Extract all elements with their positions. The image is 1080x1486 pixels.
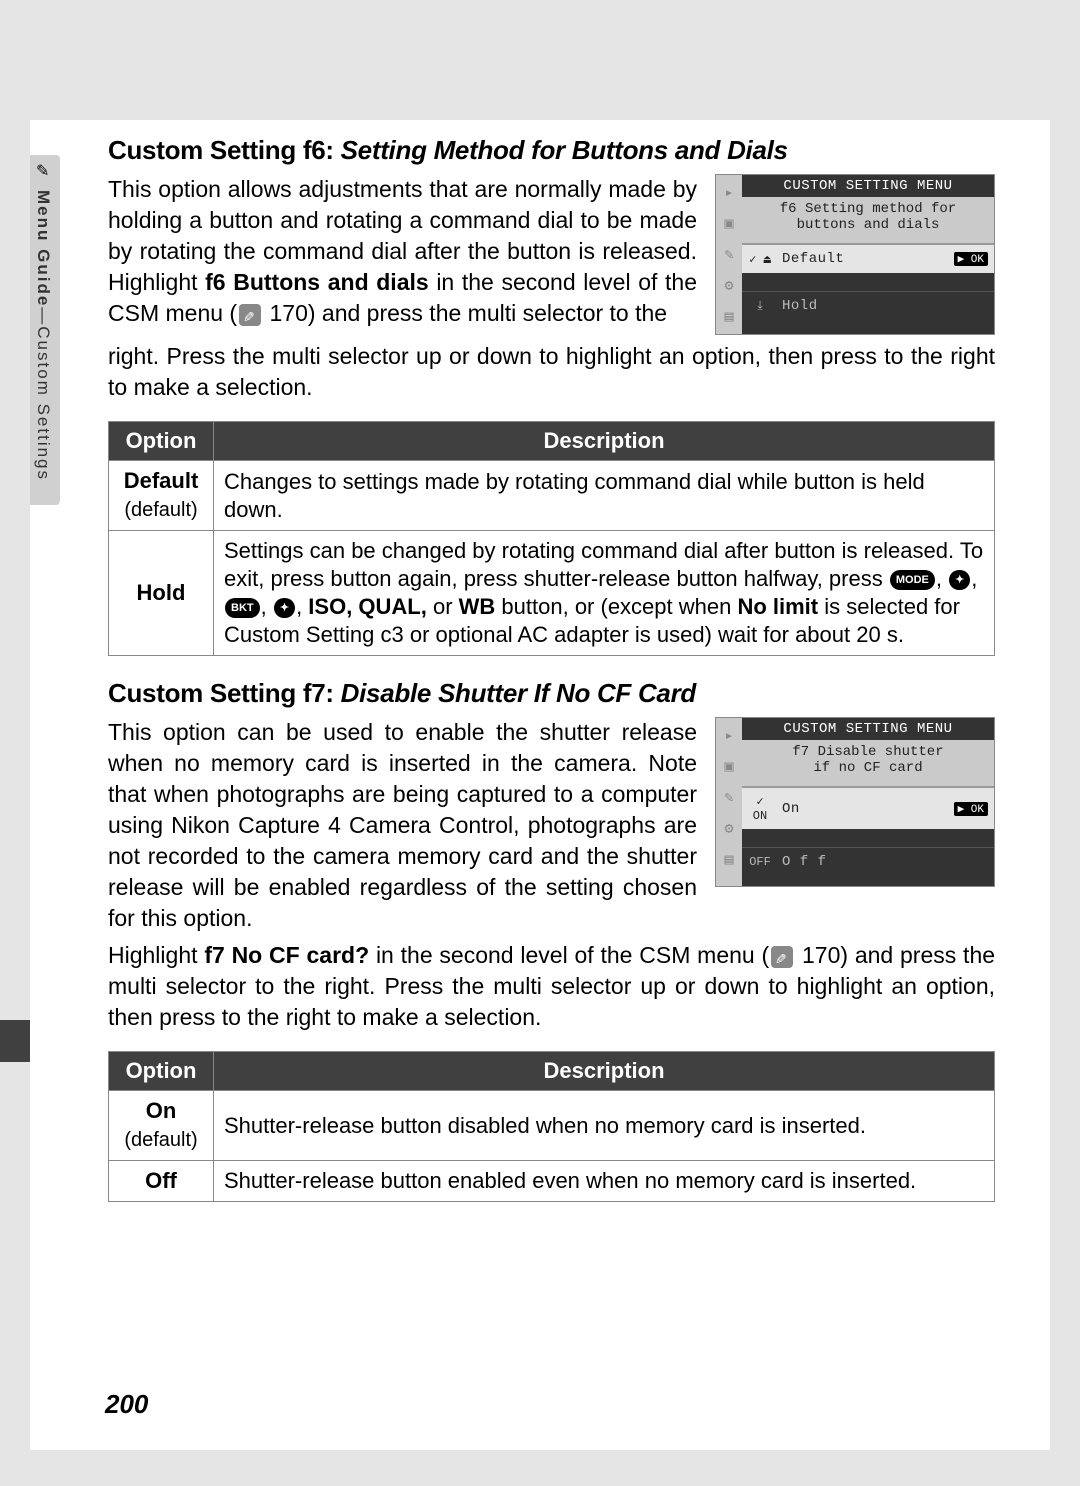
page-ref-icon — [771, 946, 793, 968]
th-description: Description — [214, 422, 995, 461]
lcd-side-icons: ▸ ▣ ✎ ⚙ ▤ — [716, 175, 742, 334]
f6-body-text: This option allows adjustments that are … — [108, 174, 697, 329]
lcd-row-default: ✓ ⏏ Default ▶ OK — [742, 244, 994, 273]
play-icon: ▸ — [724, 183, 733, 202]
th-option: Option — [109, 1052, 214, 1091]
th-option: Option — [109, 422, 214, 461]
opt-hold: Hold — [109, 531, 214, 656]
exposure-pill: ✦ — [949, 570, 970, 590]
sidebar: ✎ Menu Guide—Custom Settings — [30, 155, 60, 555]
lcd-f7: ▸ ▣ ✎ ⚙ ▤ CUSTOM SETTING MENU f7 Disable… — [715, 717, 995, 887]
lcd-title: CUSTOM SETTING MENU — [742, 175, 994, 197]
table-row: Hold Settings can be changed by rotating… — [109, 531, 995, 656]
flash-pill: ✦ — [274, 598, 295, 618]
f7-body2: Highlight f7 No CF card? in the second l… — [108, 940, 995, 1033]
page-number: 200 — [105, 1389, 148, 1420]
play-icon: ▸ — [724, 726, 733, 745]
desc-on: Shutter-release button disabled when no … — [214, 1091, 995, 1161]
card-icon: ▤ — [724, 307, 733, 326]
lcd-side-icons: ▸ ▣ ✎ ⚙ ▤ — [716, 718, 742, 886]
mode-pill: MODE — [890, 570, 935, 590]
lcd-f6: ▸ ▣ ✎ ⚙ ▤ CUSTOM SETTING MENU f6 Setting… — [715, 174, 995, 335]
pencil-icon: ✎ — [724, 788, 733, 807]
opt-default: Default (default) — [109, 461, 214, 531]
bkt-pill: BKT — [225, 598, 260, 618]
side-tab-marker — [0, 1020, 32, 1062]
opt-off: Off — [109, 1161, 214, 1202]
lcd-row-on: ✓ ON On ▶ OK — [742, 787, 994, 829]
th-description: Description — [214, 1052, 995, 1091]
heading-f6: Custom Setting f6: Setting Method for Bu… — [108, 135, 995, 166]
lcd-subtitle: f7 Disable shutter if no CF card — [742, 740, 994, 787]
f6-body-overflow: right. Press the multi selector up or do… — [108, 341, 995, 403]
f7-body-text: This option can be used to enable the sh… — [108, 717, 697, 934]
camera-icon: ▣ — [724, 214, 733, 233]
wrench-icon: ⚙ — [724, 276, 733, 295]
page-ref-icon — [239, 304, 261, 326]
lcd-main: CUSTOM SETTING MENU f7 Disable shutter i… — [742, 718, 994, 886]
f7-body-row: This option can be used to enable the sh… — [108, 717, 995, 934]
lcd-row-hold: ⤓ Hold — [742, 291, 994, 320]
table-row: Default (default) Changes to settings ma… — [109, 461, 995, 531]
desc-default: Changes to settings made by rotating com… — [214, 461, 995, 531]
heading-f7: Custom Setting f7: Disable Shutter If No… — [108, 678, 995, 709]
opt-on: On (default) — [109, 1091, 214, 1161]
lcd-subtitle: f6 Setting method for buttons and dials — [742, 197, 994, 244]
sidebar-label: Menu Guide—Custom Settings — [33, 190, 53, 481]
card-icon: ▤ — [724, 850, 733, 869]
desc-off: Shutter-release button enabled even when… — [214, 1161, 995, 1202]
pencil-icon: ✎ — [36, 161, 49, 181]
camera-icon: ▣ — [724, 757, 733, 776]
table-row: Off Shutter-release button enabled even … — [109, 1161, 995, 1202]
lcd-main: CUSTOM SETTING MENU f6 Setting method fo… — [742, 175, 994, 334]
lcd-title: CUSTOM SETTING MENU — [742, 718, 994, 740]
content: Custom Setting f6: Setting Method for Bu… — [108, 135, 995, 1202]
table-f7: Option Description On (default) Shutter-… — [108, 1051, 995, 1202]
pencil-icon: ✎ — [724, 245, 733, 264]
wrench-icon: ⚙ — [724, 819, 733, 838]
f6-body-row: This option allows adjustments that are … — [108, 174, 995, 335]
table-f6: Option Description Default (default) Cha… — [108, 421, 995, 656]
table-row: On (default) Shutter-release button disa… — [109, 1091, 995, 1161]
manual-page: ✎ Menu Guide—Custom Settings Custom Sett… — [30, 120, 1050, 1450]
desc-hold: Settings can be changed by rotating comm… — [214, 531, 995, 656]
lcd-row-off: OFF O f f — [742, 847, 994, 876]
